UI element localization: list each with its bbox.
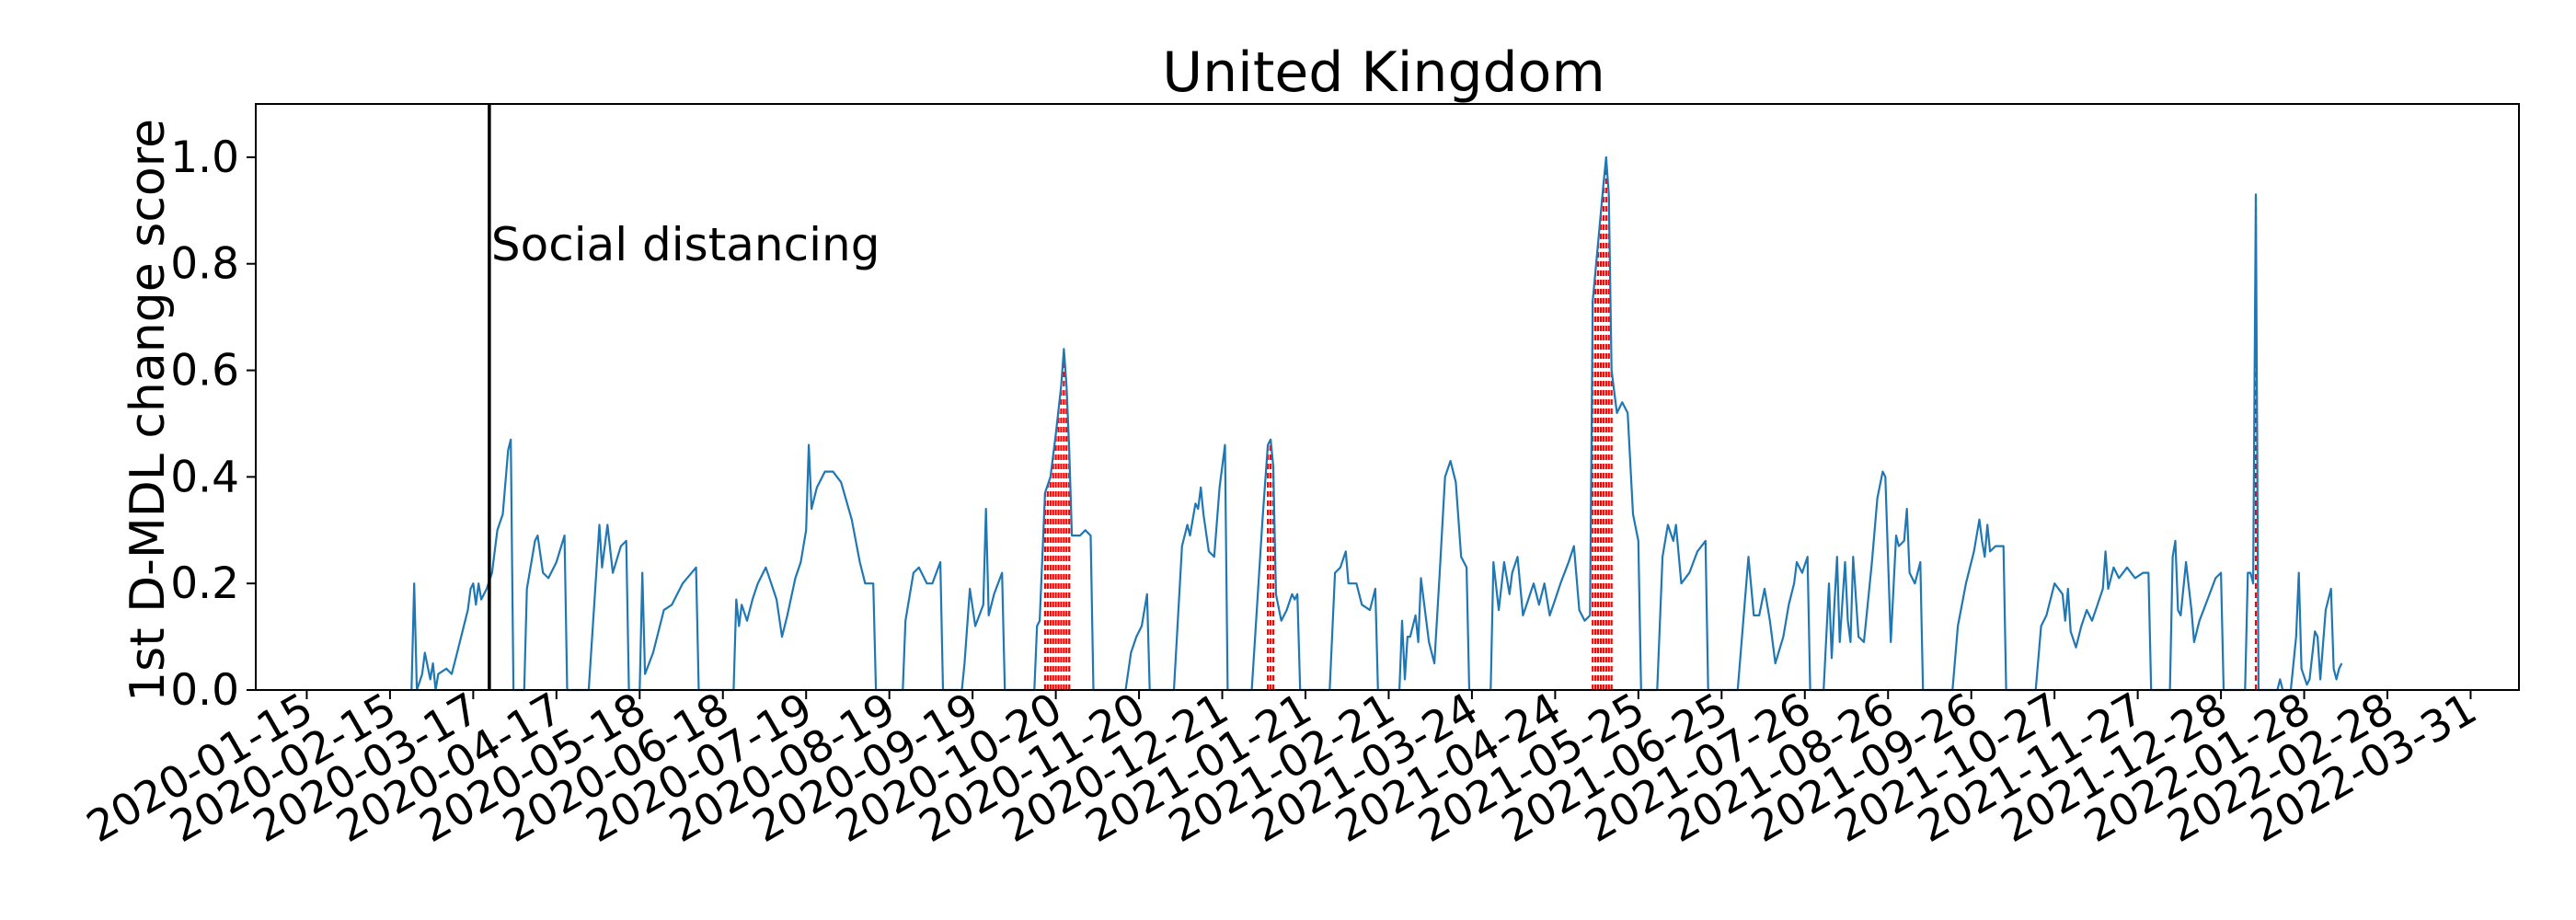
y-axis: 0.0 0.2 0.4 0.6 0.8 1.0 <box>170 132 256 716</box>
annotations: Social distancing <box>491 218 880 271</box>
y-tick-label: 0.6 <box>170 346 239 397</box>
plot-area <box>410 104 2343 692</box>
chart-title: United Kingdom <box>1162 40 1605 105</box>
y-tick-label: 1.0 <box>170 132 239 183</box>
x-axis: 2020-01-152020-02-152020-03-172020-04-17… <box>78 684 2485 853</box>
y-axis-label: 1st D-MDL change score <box>121 119 176 702</box>
y-tick-label: 0.8 <box>170 239 239 290</box>
y-tick-label: 0.4 <box>170 452 239 502</box>
series-line <box>410 155 2343 692</box>
axes-frame <box>255 103 2520 691</box>
y-tick-label: 0.0 <box>170 665 239 716</box>
annotation-social-distancing: Social distancing <box>491 218 880 271</box>
y-tick-label: 0.2 <box>170 558 239 609</box>
